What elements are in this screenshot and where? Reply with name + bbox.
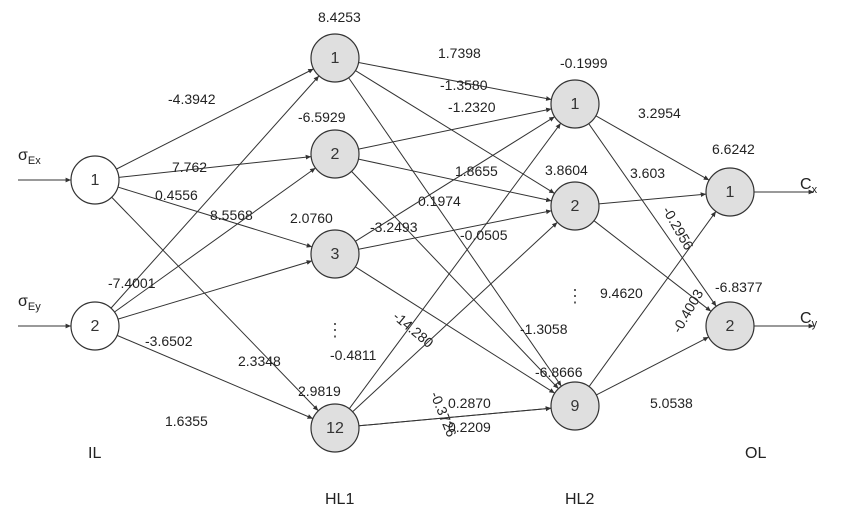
- ellipsis: ⋮: [566, 286, 584, 306]
- weight-h2_2-o2: -0.0505: [460, 227, 508, 243]
- layer-label-HL2: HL2: [565, 491, 594, 508]
- bias-h1_12: 2.9819: [298, 383, 341, 399]
- weight-h1_12-h2_9: 0.2870: [448, 395, 491, 411]
- node-label-h1_1: 1: [331, 50, 340, 67]
- weight-i2-h1_12: 1.6355: [165, 413, 208, 429]
- layer-label-IL: IL: [88, 445, 101, 462]
- weight-h2_9-o1: -0.4003: [669, 286, 707, 335]
- edge-h2_9-o2: [596, 337, 708, 395]
- weight-label: -1.3058: [520, 321, 568, 337]
- weight-label: 0.2209: [448, 419, 491, 435]
- weight-h1_12-h2_2: -0.4811: [330, 347, 377, 363]
- node-label-i1: 1: [91, 172, 100, 189]
- edge-h2_1-o2: [589, 124, 717, 307]
- edge-i1-h1_2: [119, 157, 311, 178]
- weight-i2-h1_2: -7.4001: [108, 275, 156, 291]
- input-label-in1: σEx: [18, 147, 41, 167]
- weight-i1-h1_1: -4.3942: [168, 91, 216, 107]
- node-label-h1_3: 3: [331, 246, 340, 263]
- output-label-out1: Cx: [800, 176, 818, 196]
- node-label-h2_9: 9: [571, 398, 580, 415]
- weight-h1_1-h2_1: 1.7398: [438, 45, 481, 61]
- node-label-o2: 2: [726, 318, 735, 335]
- edge-h1_12-h2_2: [353, 222, 558, 411]
- node-label-h2_1: 1: [571, 96, 580, 113]
- node-label-o1: 1: [726, 184, 735, 201]
- weight-i1-h1_3: 0.4556: [155, 187, 198, 203]
- edge-i1-h1_12: [112, 197, 319, 411]
- node-label-i2: 2: [91, 318, 100, 335]
- bias-o2: -6.8377: [715, 279, 763, 295]
- layer-label-HL1: HL1: [325, 491, 354, 508]
- input-label-in2: σEy: [18, 293, 41, 313]
- edge-i2-h1_12: [117, 335, 313, 418]
- weight-label: 9.4620: [600, 285, 643, 301]
- bias-h1_2: -6.5929: [298, 109, 346, 125]
- edge-h2_2-o1: [599, 194, 706, 204]
- edge-i1-h1_1: [116, 69, 313, 169]
- bias-h1_1: 8.4253: [318, 9, 361, 25]
- weight-i2-h1_3: -3.6502: [145, 333, 193, 349]
- bias-h2_9: -6.8666: [535, 364, 583, 380]
- output-label-out2: Cy: [800, 310, 818, 330]
- node-label-h1_2: 2: [331, 146, 340, 163]
- node-label-h1_12: 12: [326, 420, 344, 437]
- nn-diagram: -4.3942 7.762 0.4556 8.5568 -7.4001 -3.6502 1.…: [0, 0, 850, 528]
- weight-h1_3-h2_2: -3.2493: [370, 219, 418, 235]
- weight-h1_2-h2_1: -1.3580: [440, 77, 488, 93]
- bias-o1: 6.6242: [712, 141, 755, 157]
- weight-h2_1-o1: 3.2954: [638, 105, 681, 121]
- bias-h2_2: 3.8604: [545, 162, 588, 178]
- bias-h1_3: 2.0760: [290, 210, 333, 226]
- weight-h2_9-o2: 5.0538: [650, 395, 693, 411]
- node-label-h2_2: 2: [571, 198, 580, 215]
- weight-h1_2-h2_2: 0.1974: [418, 193, 461, 209]
- weight-i1-h1_2: 7.762: [172, 159, 207, 175]
- weight-h1_3-h2_1: -1.2320: [448, 99, 496, 115]
- weight-i2-h1_1: 8.5568: [210, 207, 253, 223]
- edge-i2-h1_1: [111, 76, 319, 308]
- bias-h2_1: -0.1999: [560, 55, 608, 71]
- layer-label-OL: OL: [745, 445, 766, 462]
- weight-h1_12-h2_1: 2.3348: [238, 353, 281, 369]
- weight-h2_2-o1: 3.603: [630, 165, 665, 181]
- ellipsis: ⋮: [326, 320, 344, 340]
